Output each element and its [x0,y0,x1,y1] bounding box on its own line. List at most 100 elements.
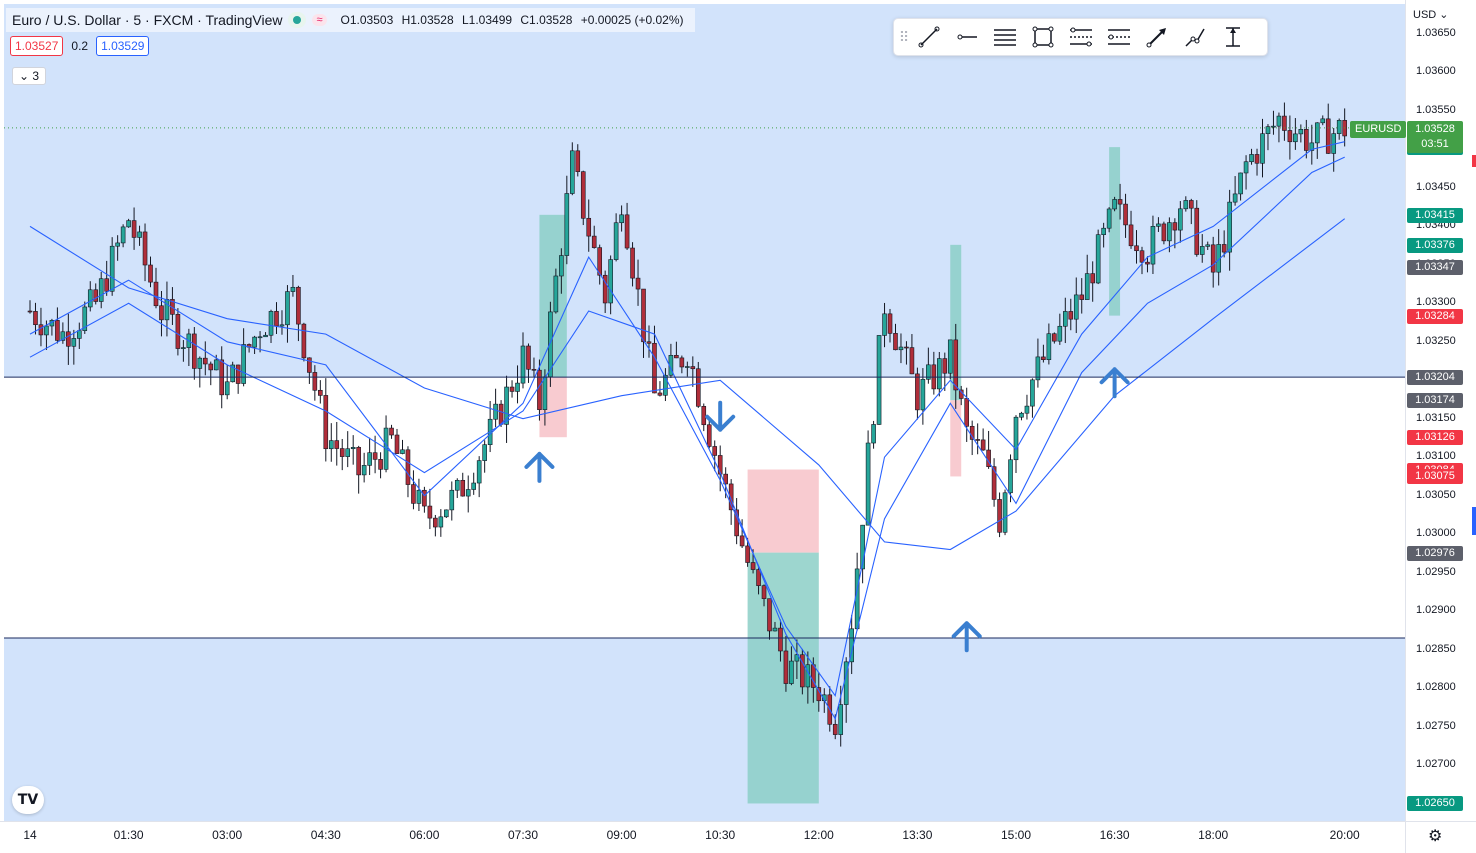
candle-body [553,275,559,313]
indicator-count: 3 [32,69,40,83]
candle-body [1254,154,1260,164]
position-target-zone [1109,147,1121,316]
candle-body [1172,222,1178,231]
candle-body [652,342,657,394]
candle-body [1336,120,1342,134]
candle-body [1249,154,1254,163]
time-tick-label: 01:30 [113,828,144,842]
candle-body [613,222,619,260]
fib-retracement-icon[interactable] [1062,21,1100,53]
candle-body [301,323,307,359]
sell-button[interactable]: 1.03527 [10,36,64,56]
candle-body [235,364,241,384]
candle-body [93,289,99,302]
candle-body [591,235,597,248]
rectangle-icon[interactable] [1024,21,1062,53]
time-tick-label: 09:00 [606,828,637,842]
candle-body [942,358,948,374]
candle-body [257,336,263,339]
candle-body [915,373,920,411]
candle-body [745,545,750,563]
candle-body [893,333,898,351]
edge-marker [1472,155,1476,167]
candle-body [433,517,438,528]
candle-body [504,386,509,425]
candle-body [197,357,203,369]
candle-body [898,346,904,351]
candle-body [674,354,679,359]
demand-zone-shading [4,638,1405,821]
spread-value: 0.2 [71,39,89,53]
candle-body [515,382,520,392]
candle-body [498,403,504,425]
trend-line-icon[interactable] [910,21,948,53]
price-level-label: 1.03284 [1407,308,1463,324]
candle-body [465,489,471,497]
tradingview-logo-icon[interactable]: TV [12,786,44,814]
currency-selector[interactable]: USD ⌄ [1413,9,1449,21]
time-tick-label: 16:30 [1099,828,1130,842]
chart-legend: Euro / U.S. Dollar · 5 · FXCM · TradingV… [6,8,695,32]
horizontal-ray-icon[interactable] [948,21,986,53]
candle-body [1199,246,1205,255]
candle-body [1287,130,1293,143]
candle-body [148,264,153,283]
path-icon[interactable] [1176,21,1214,53]
candle-body [1265,126,1271,135]
indicators-toggle[interactable]: ⌄ 3 [12,67,47,85]
candle-body [1084,273,1090,300]
moving-averages [29,141,1346,721]
candle-body [734,509,739,537]
price-tick-label: 1.02750 [1416,719,1456,732]
candle-body [953,339,959,391]
candle-body [202,357,208,365]
candle-body [213,359,219,371]
bid-ask-panel: 1.03527 0.2 1.03529 [10,36,150,56]
symbol-price-tag: EURUSD [1350,121,1407,138]
candle-body [1112,199,1117,210]
candle-body [87,289,93,308]
candle-body [1024,405,1030,414]
candle-body [947,339,953,374]
gear-icon[interactable]: ⚙ [1428,828,1443,845]
price-chart[interactable] [4,4,1405,821]
candle-body [449,489,455,511]
candle-body [296,286,301,325]
candle-body [318,389,323,396]
axis-corner [1405,821,1476,853]
market-status-badge[interactable] [288,12,307,28]
candle-body [279,324,285,327]
drag-handle-icon[interactable]: ⠿ [898,28,910,45]
symbol-title: Euro / U.S. Dollar · 5 · FXCM · TradingV… [12,12,283,28]
candle-body [1013,416,1019,461]
parallel-channel-icon[interactable] [986,21,1024,53]
arrow-icon[interactable] [1138,21,1176,53]
candle-body [1019,412,1024,418]
candle-body [1293,133,1298,143]
time-axis[interactable] [0,821,1405,853]
candle-body [345,448,351,457]
candle-body [1167,222,1172,242]
candle-body [800,654,805,688]
ma-slow-line [29,218,1346,551]
pitchfork-icon[interactable] [1100,21,1138,53]
candle-body [224,381,230,396]
data-status-icon[interactable]: ≈ [312,14,327,26]
candle-body [416,489,422,504]
candle-body [60,331,66,341]
price-tick-label: 1.02850 [1416,642,1456,655]
time-tick-label: 12:00 [803,828,834,842]
ma-mid-line [29,156,1345,721]
candle-body [252,336,257,348]
candle-body [400,449,405,454]
candle-body [274,311,279,327]
candle-body [1134,245,1139,252]
candle-body [1238,172,1243,195]
measure-icon[interactable] [1214,21,1252,53]
buy-button[interactable]: 1.03529 [96,36,150,56]
price-tick-label: 1.03100 [1416,450,1456,463]
candle-body [997,499,1002,533]
currency-label: USD [1413,9,1437,21]
candle-body [460,479,466,497]
current-price-label: 1.03528 03:51 [1407,121,1463,153]
